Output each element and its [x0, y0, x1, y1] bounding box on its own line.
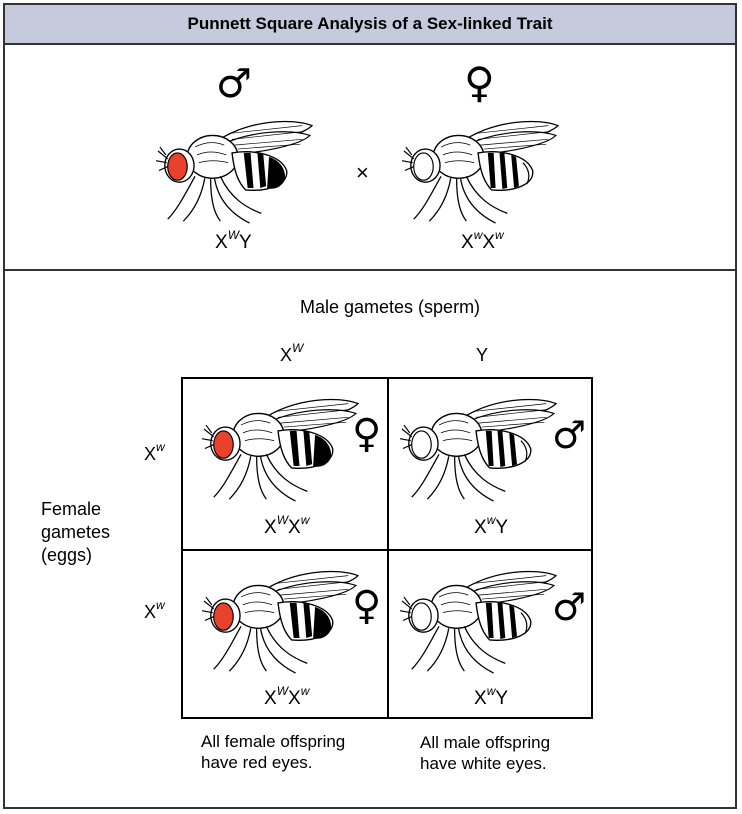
offspring-genotype-1: XWXw — [264, 513, 310, 538]
male-gamete-1: XW — [280, 341, 304, 365]
female-gamete-1: Xw — [144, 440, 165, 464]
cross-symbol: × — [356, 160, 369, 185]
male-symbol: ♂ — [552, 413, 587, 457]
male-symbol: ♂ — [552, 585, 587, 629]
female-gamete-2: Xw — [144, 598, 165, 622]
offspring-fly-female-2 — [201, 570, 359, 674]
male-offspring-note: All male offspring have white eyes. — [420, 733, 551, 773]
female-gametes-label: Female gametes (eggs) — [41, 499, 111, 565]
female-symbol: ♀ — [352, 411, 382, 457]
male-symbol: ♂ — [216, 61, 252, 107]
parent-male-fly — [155, 120, 313, 224]
white-eye-icon — [411, 602, 432, 631]
red-eye-icon — [167, 152, 188, 181]
offspring-genotype-2: XwY — [474, 513, 509, 538]
parent-female-fly — [401, 120, 559, 224]
red-eye-icon — [213, 602, 234, 631]
offspring-fly-female-1 — [201, 398, 359, 502]
parent-female-genotype: XwXw — [461, 228, 504, 253]
male-gametes-label: Male gametes (sperm) — [300, 297, 481, 317]
punnett-square — [181, 377, 593, 719]
offspring-genotype-4: XwY — [474, 684, 509, 709]
female-offspring-note: All female offspring have red eyes. — [201, 732, 346, 772]
grid-divider-vertical — [387, 379, 389, 717]
red-eye-icon — [213, 430, 234, 459]
diagram-title: Punnett Square Analysis of a Sex-linked … — [3, 3, 737, 45]
grid-divider-horizontal — [183, 549, 591, 551]
section-divider — [3, 269, 737, 271]
parent-male-genotype: XWY — [215, 228, 252, 253]
offspring-fly-male-2 — [399, 570, 557, 674]
female-symbol: ♀ — [464, 58, 495, 107]
white-eye-icon — [413, 152, 434, 181]
white-eye-icon — [411, 430, 432, 459]
female-symbol: ♀ — [352, 583, 382, 629]
male-gamete-2: Y — [476, 345, 489, 365]
offspring-genotype-3: XWXw — [264, 684, 310, 709]
offspring-fly-male-1 — [399, 398, 557, 502]
